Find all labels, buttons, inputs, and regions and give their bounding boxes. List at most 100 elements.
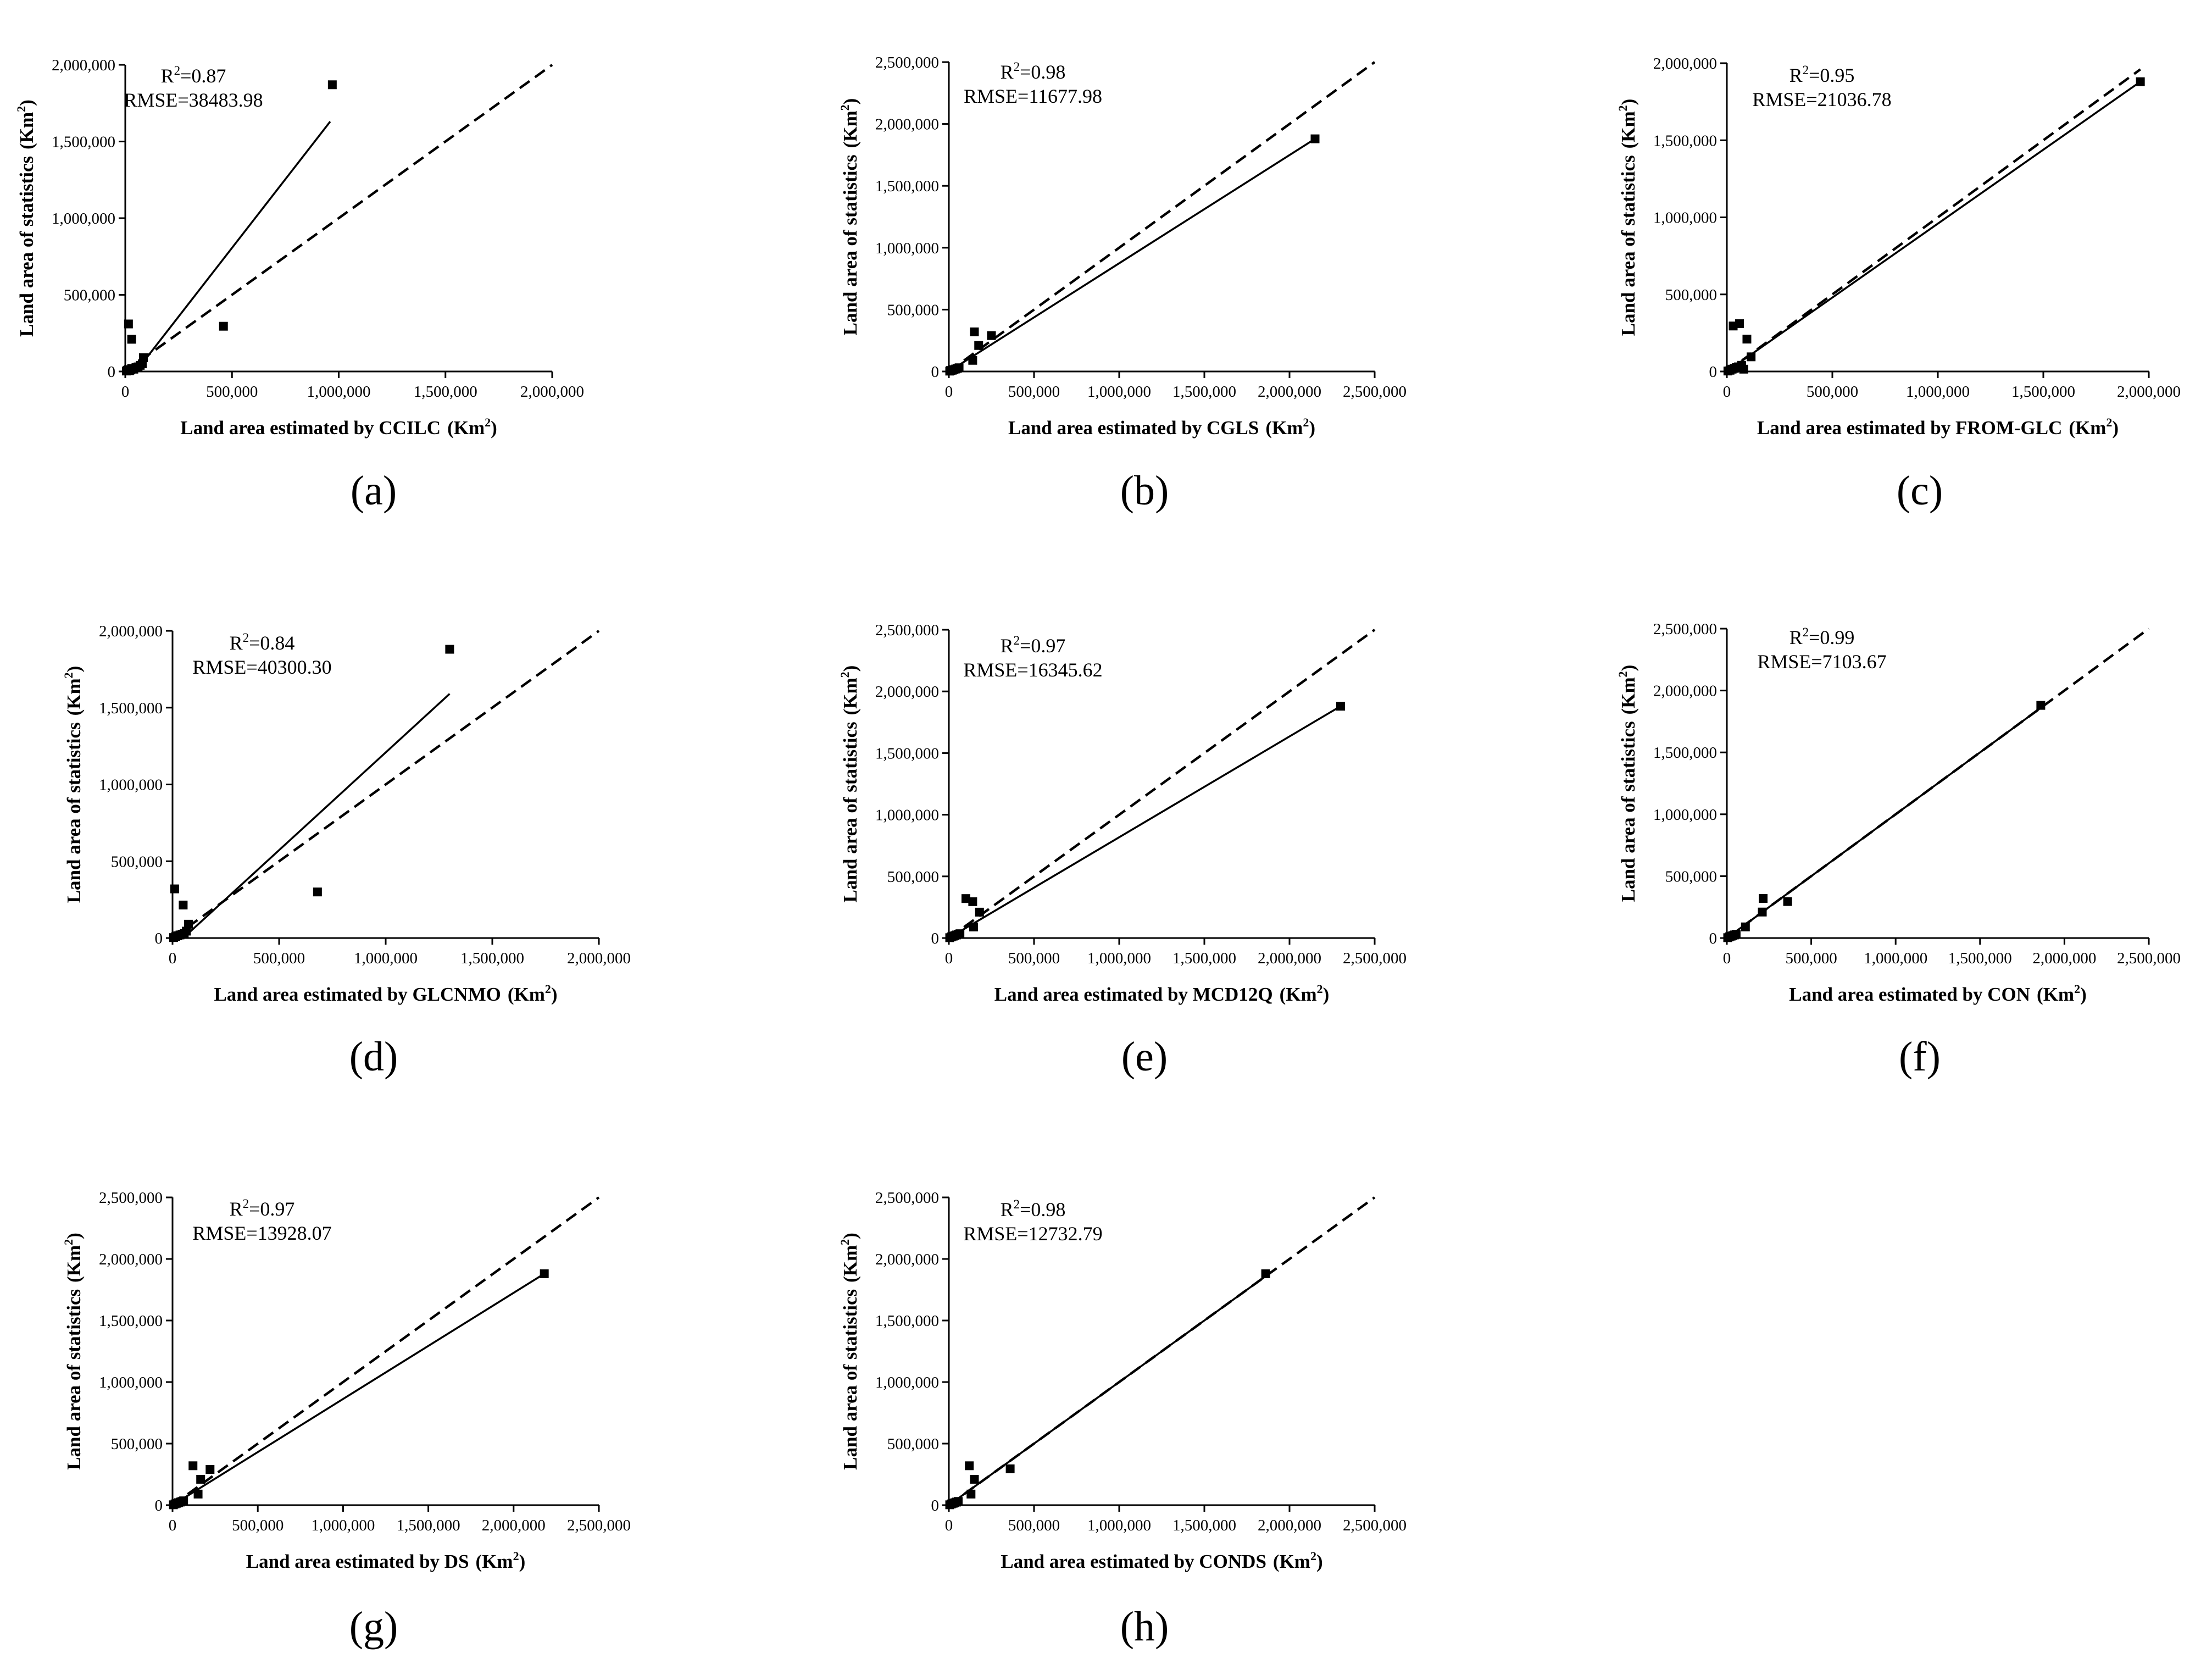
y-axis-label-text: Land area of statistics — [16, 156, 37, 337]
identity-dashed-line — [124, 64, 553, 373]
data-point — [540, 1269, 549, 1278]
x-tick-label: 2,500,000 — [1343, 1517, 1407, 1534]
identity-dashed-line — [171, 1196, 600, 1506]
data-point — [179, 1496, 188, 1506]
x-axis-unit-close: ) — [519, 1551, 526, 1572]
panel-label: (g) — [349, 1604, 398, 1650]
identity-dashed-line — [948, 61, 1376, 373]
y-axis-label-text: Land area of statistics — [840, 722, 861, 902]
r-squared-superscript: 2 — [243, 1197, 249, 1211]
x-axis-label: Land area estimated by CONDS (Km2) — [1001, 1549, 1322, 1572]
data-point — [968, 897, 977, 906]
data-point — [970, 327, 979, 336]
y-tick-label: 1,000,000 — [52, 210, 115, 228]
y-tick-label: 1,000,000 — [1653, 209, 1717, 227]
data-point — [962, 894, 970, 903]
x-tick-label: 500,000 — [206, 383, 258, 401]
panel-d: 0 500,000 1,000,000 1,500,000 2,000,000 0 500,… — [62, 623, 631, 1080]
y-tick-label: 500,000 — [887, 301, 939, 319]
x-axis-label: Land area estimated by FROM-GLC (Km2) — [1757, 415, 2119, 439]
data-point — [182, 926, 191, 936]
x-axis-unit: (Km — [1265, 417, 1303, 439]
x-tick-label: 2,000,000 — [482, 1517, 546, 1534]
y-axis-label-text: Land area of statistics — [1618, 721, 1639, 902]
y-axis-unit-close: ) — [840, 98, 861, 105]
y-axis-unit-superscript: 2 — [1616, 671, 1630, 677]
x-axis-unit: (Km — [1280, 984, 1317, 1005]
y-axis-unit-superscript: 2 — [838, 104, 852, 110]
y-tick-label: 500,000 — [1665, 868, 1717, 885]
x-axis-label-text: Land area estimated by CCILC — [180, 417, 441, 439]
rmse-annotation: RMSE=13928.07 — [192, 1222, 331, 1244]
identity-dashed-line — [948, 629, 1376, 939]
data-point — [139, 353, 148, 362]
x-tick-label: 2,500,000 — [1343, 950, 1407, 967]
x-axis-unit-close: ) — [1323, 984, 1330, 1005]
x-tick-label: 1,500,000 — [1172, 950, 1236, 967]
rmse-annotation: RMSE=21036.78 — [1752, 88, 1891, 110]
y-tick-label: 2,000,000 — [99, 1251, 163, 1268]
x-axis-unit-superscript: 2 — [1317, 982, 1323, 996]
x-tick-label: 2,500,000 — [1343, 383, 1407, 401]
panel-label: (e) — [1121, 1034, 1168, 1080]
y-axis-label: Land area of statistics (Km2) — [62, 666, 85, 903]
r-squared-prefix: R — [1001, 1199, 1014, 1220]
panel-g: 0 500,000 1,000,000 1,500,000 2,000,000 2,500… — [62, 1189, 631, 1650]
x-tick-label: 1,500,000 — [414, 383, 477, 401]
r-squared-annotation: R2=0.97 — [230, 1197, 295, 1220]
r-squared-prefix: R — [230, 1198, 243, 1220]
panel-a: 0 500,000 1,000,000 1,500,000 2,000,000 0 500,… — [14, 57, 584, 514]
x-axis-unit: (Km — [1273, 1551, 1310, 1572]
data-point — [1747, 352, 1756, 362]
data-point — [219, 321, 228, 331]
regression-fit-line — [948, 705, 1341, 939]
y-tick-label: 1,000,000 — [99, 776, 163, 794]
r-squared-value: =0.97 — [249, 1198, 294, 1220]
data-point — [1742, 335, 1752, 344]
rmse-annotation: RMSE=7103.67 — [1757, 651, 1886, 673]
y-axis-unit: (Km — [840, 110, 861, 148]
x-tick-label: 500,000 — [1008, 950, 1060, 967]
y-tick-label: 1,000,000 — [875, 1374, 939, 1391]
r-squared-superscript: 2 — [1014, 634, 1020, 647]
x-axis-label-text: Land area estimated by GLCNMO — [214, 984, 501, 1005]
rmse-annotation: RMSE=16345.62 — [963, 659, 1102, 681]
panel-h: 0 500,000 1,000,000 1,500,000 2,000,000 2,500… — [838, 1189, 1407, 1650]
x-tick-label: 500,000 — [1785, 950, 1837, 967]
data-point — [170, 884, 179, 894]
x-axis-label: Land area estimated by CON (Km2) — [1789, 982, 2087, 1005]
regression-fit-line — [135, 121, 331, 373]
y-axis-label: Land area of statistics (Km2) — [14, 99, 37, 337]
x-axis-label-text: Land area estimated by CON — [1789, 984, 2030, 1005]
x-tick-label: 1,000,000 — [1087, 383, 1151, 401]
regression-fit-line — [1726, 81, 2141, 373]
data-point — [974, 341, 983, 350]
y-axis-label: Land area of statistics (Km2) — [838, 1233, 861, 1470]
y-tick-label: 500,000 — [111, 1435, 163, 1453]
x-tick-label: 2,000,000 — [1258, 383, 1321, 401]
x-tick-label: 0 — [121, 383, 130, 401]
y-axis-unit: (Km — [1618, 677, 1639, 714]
y-axis-unit: (Km — [840, 1245, 861, 1283]
x-tick-label: 2,500,000 — [2117, 950, 2181, 967]
y-tick-label: 2,000,000 — [1653, 683, 1717, 700]
data-point — [975, 907, 984, 917]
r-squared-annotation: R2=0.84 — [230, 631, 295, 654]
y-axis-unit: (Km — [63, 678, 85, 715]
y-axis-unit-close: ) — [63, 1233, 85, 1239]
x-axis-unit-superscript: 2 — [1303, 415, 1309, 429]
x-tick-label: 2,000,000 — [1258, 1517, 1321, 1534]
r-squared-prefix: R — [1001, 635, 1014, 657]
y-axis-label-text: Land area of statistics — [63, 1289, 85, 1470]
y-axis-unit-close: ) — [1618, 99, 1639, 106]
y-tick-label: 2,500,000 — [99, 1189, 163, 1207]
y-tick-label: 0 — [1709, 930, 1718, 947]
y-tick-label: 0 — [931, 363, 940, 381]
y-axis-label: Land area of statistics (Km2) — [838, 98, 861, 336]
y-tick-label: 2,500,000 — [1653, 620, 1717, 638]
y-axis-label-text: Land area of statistics — [840, 154, 861, 335]
data-point — [1731, 930, 1741, 939]
r-squared-superscript: 2 — [1803, 625, 1809, 639]
r-squared-superscript: 2 — [1014, 60, 1020, 74]
